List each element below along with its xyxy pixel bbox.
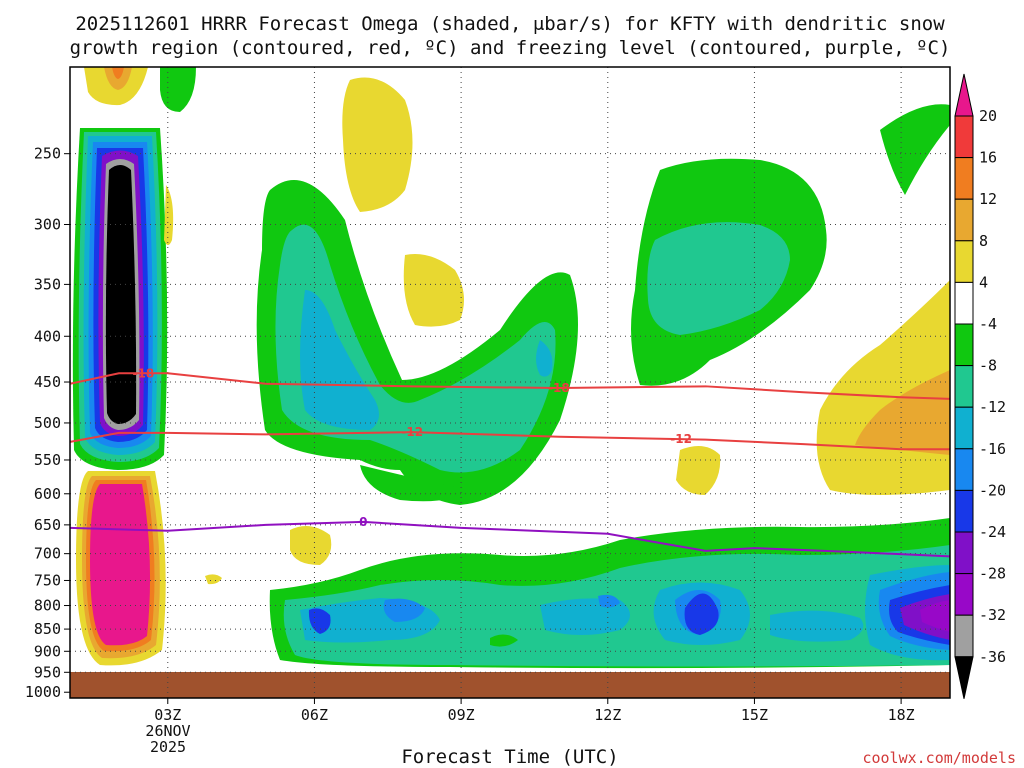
x-axis-title: Forecast Time (UTC) xyxy=(401,746,618,768)
y-tick-label: 1000 xyxy=(25,683,61,701)
credit-text: coolwx.com/models xyxy=(862,749,1016,767)
omega-region-mid-16b xyxy=(536,340,553,377)
omega-region-mid-bottom xyxy=(360,465,470,502)
y-tick-label: 900 xyxy=(34,642,61,660)
contour-dgz-minus18 xyxy=(69,372,951,400)
colorbar-swatch xyxy=(954,157,974,200)
colorbar-swatch xyxy=(954,115,974,159)
colorbar-label: -24 xyxy=(979,523,1006,541)
colorbar-swatch xyxy=(954,614,974,658)
omega-region-4-b xyxy=(403,254,464,327)
omega-region-topright-green xyxy=(880,104,950,195)
colorbar-top-arrow xyxy=(954,73,974,117)
colorbar-label: -16 xyxy=(979,440,1006,458)
omega-region-mid-16 xyxy=(300,290,379,430)
contour-freezing-level xyxy=(69,520,951,558)
omega-region-low-green-b xyxy=(490,634,518,647)
omega-region-4-a xyxy=(342,77,413,212)
colorbar: 20 16 12 8 4 -4 -8 -12 -16 -20 -24 -28 -32 -36 xyxy=(954,73,1006,699)
y-axis: 250 300 350 400 450 500 550 600 650 700 750 800 850 9… xyxy=(25,145,70,701)
x-tick-label: 18Z xyxy=(888,706,915,724)
colorbar-label: -28 xyxy=(979,565,1006,583)
y-tick-label: 500 xyxy=(34,414,61,432)
contour-label: -12 xyxy=(401,425,423,439)
y-tick-label: 600 xyxy=(34,485,61,503)
omega-region-low-32 xyxy=(920,600,950,632)
y-tick-label: 450 xyxy=(34,373,61,391)
colorbar-label: -20 xyxy=(979,481,1006,499)
x-tick-label: 15Z xyxy=(741,706,768,724)
colorbar-swatch xyxy=(954,240,974,283)
y-tick-label: 250 xyxy=(34,145,61,163)
colorbar-swatch xyxy=(954,573,974,616)
y-tick-label: 400 xyxy=(34,327,61,345)
colorbar-swatch xyxy=(954,198,974,242)
colorbar-label: -36 xyxy=(979,648,1006,666)
y-tick-label: 550 xyxy=(34,451,61,469)
x-tick-label: 03Z xyxy=(154,706,181,724)
contour-label: -12 xyxy=(670,432,692,446)
y-tick-label: 800 xyxy=(34,597,61,615)
omega-region-descent-20 xyxy=(90,484,151,646)
x-tick-label: 06Z xyxy=(301,706,328,724)
x-tick-label: 12Z xyxy=(594,706,621,724)
colorbar-label: 12 xyxy=(979,190,997,208)
omega-shading xyxy=(72,67,950,669)
omega-region-ascent-36 xyxy=(105,165,137,424)
omega-region-4-d xyxy=(205,574,222,585)
y-tick-label: 700 xyxy=(34,545,61,563)
contour-label: -18 xyxy=(132,366,154,380)
y-tick-label: 650 xyxy=(34,516,61,534)
x-axis: 03Z 06Z 09Z 12Z 15Z 18Z xyxy=(154,698,915,724)
colorbar-label: 8 xyxy=(979,232,988,250)
colorbar-label: -4 xyxy=(979,315,997,333)
y-tick-label: 950 xyxy=(34,663,61,681)
colorbar-label: 4 xyxy=(979,273,988,291)
chart-title-line2: growth region (contoured, red, ºC) and f… xyxy=(70,37,951,59)
y-tick-label: 750 xyxy=(34,571,61,589)
colorbar-label: -32 xyxy=(979,606,1006,624)
omega-region-ascent-4-right xyxy=(164,185,174,245)
omega-region-4-e xyxy=(676,446,721,495)
x-tick-label: 09Z xyxy=(448,706,475,724)
contour-label: 0 xyxy=(359,515,367,529)
omega-region-8-right xyxy=(855,370,950,455)
colorbar-label: -8 xyxy=(979,357,997,375)
omega-region-upper-12 xyxy=(647,222,790,335)
omega-region-4-c xyxy=(290,526,332,565)
colorbar-swatch xyxy=(954,281,974,325)
colorbar-swatch xyxy=(954,448,974,491)
omega-region-low-16 xyxy=(300,565,950,661)
colorbar-label: 16 xyxy=(979,149,997,167)
colorbar-swatch xyxy=(954,406,974,450)
colorbar-swatch xyxy=(954,365,974,408)
y-tick-label: 350 xyxy=(34,275,61,293)
omega-region-topleft-12 xyxy=(112,67,124,79)
colorbar-bottom-arrow xyxy=(954,656,974,699)
chart-title-line1: 2025112601 HRRR Forecast Omega (shaded, … xyxy=(75,13,945,35)
colorbar-swatch xyxy=(954,489,974,533)
contour-label: -18 xyxy=(548,381,570,395)
grid-lines xyxy=(70,67,950,698)
date-label-line1: 26NOV xyxy=(145,722,190,740)
colorbar-label: 20 xyxy=(979,107,997,125)
ground-surface xyxy=(70,672,950,698)
date-label-line2: 2025 xyxy=(150,738,186,756)
y-tick-label: 850 xyxy=(34,620,61,638)
y-tick-label: 300 xyxy=(34,216,61,234)
colorbar-swatch xyxy=(954,323,974,367)
temperature-contours: -18 -18 -12 -12 0 xyxy=(69,366,951,558)
colorbar-label: -12 xyxy=(979,398,1006,416)
omega-region-topleft-green xyxy=(160,67,196,112)
colorbar-swatch xyxy=(954,531,974,575)
contour-dgz-minus12 xyxy=(69,431,950,451)
